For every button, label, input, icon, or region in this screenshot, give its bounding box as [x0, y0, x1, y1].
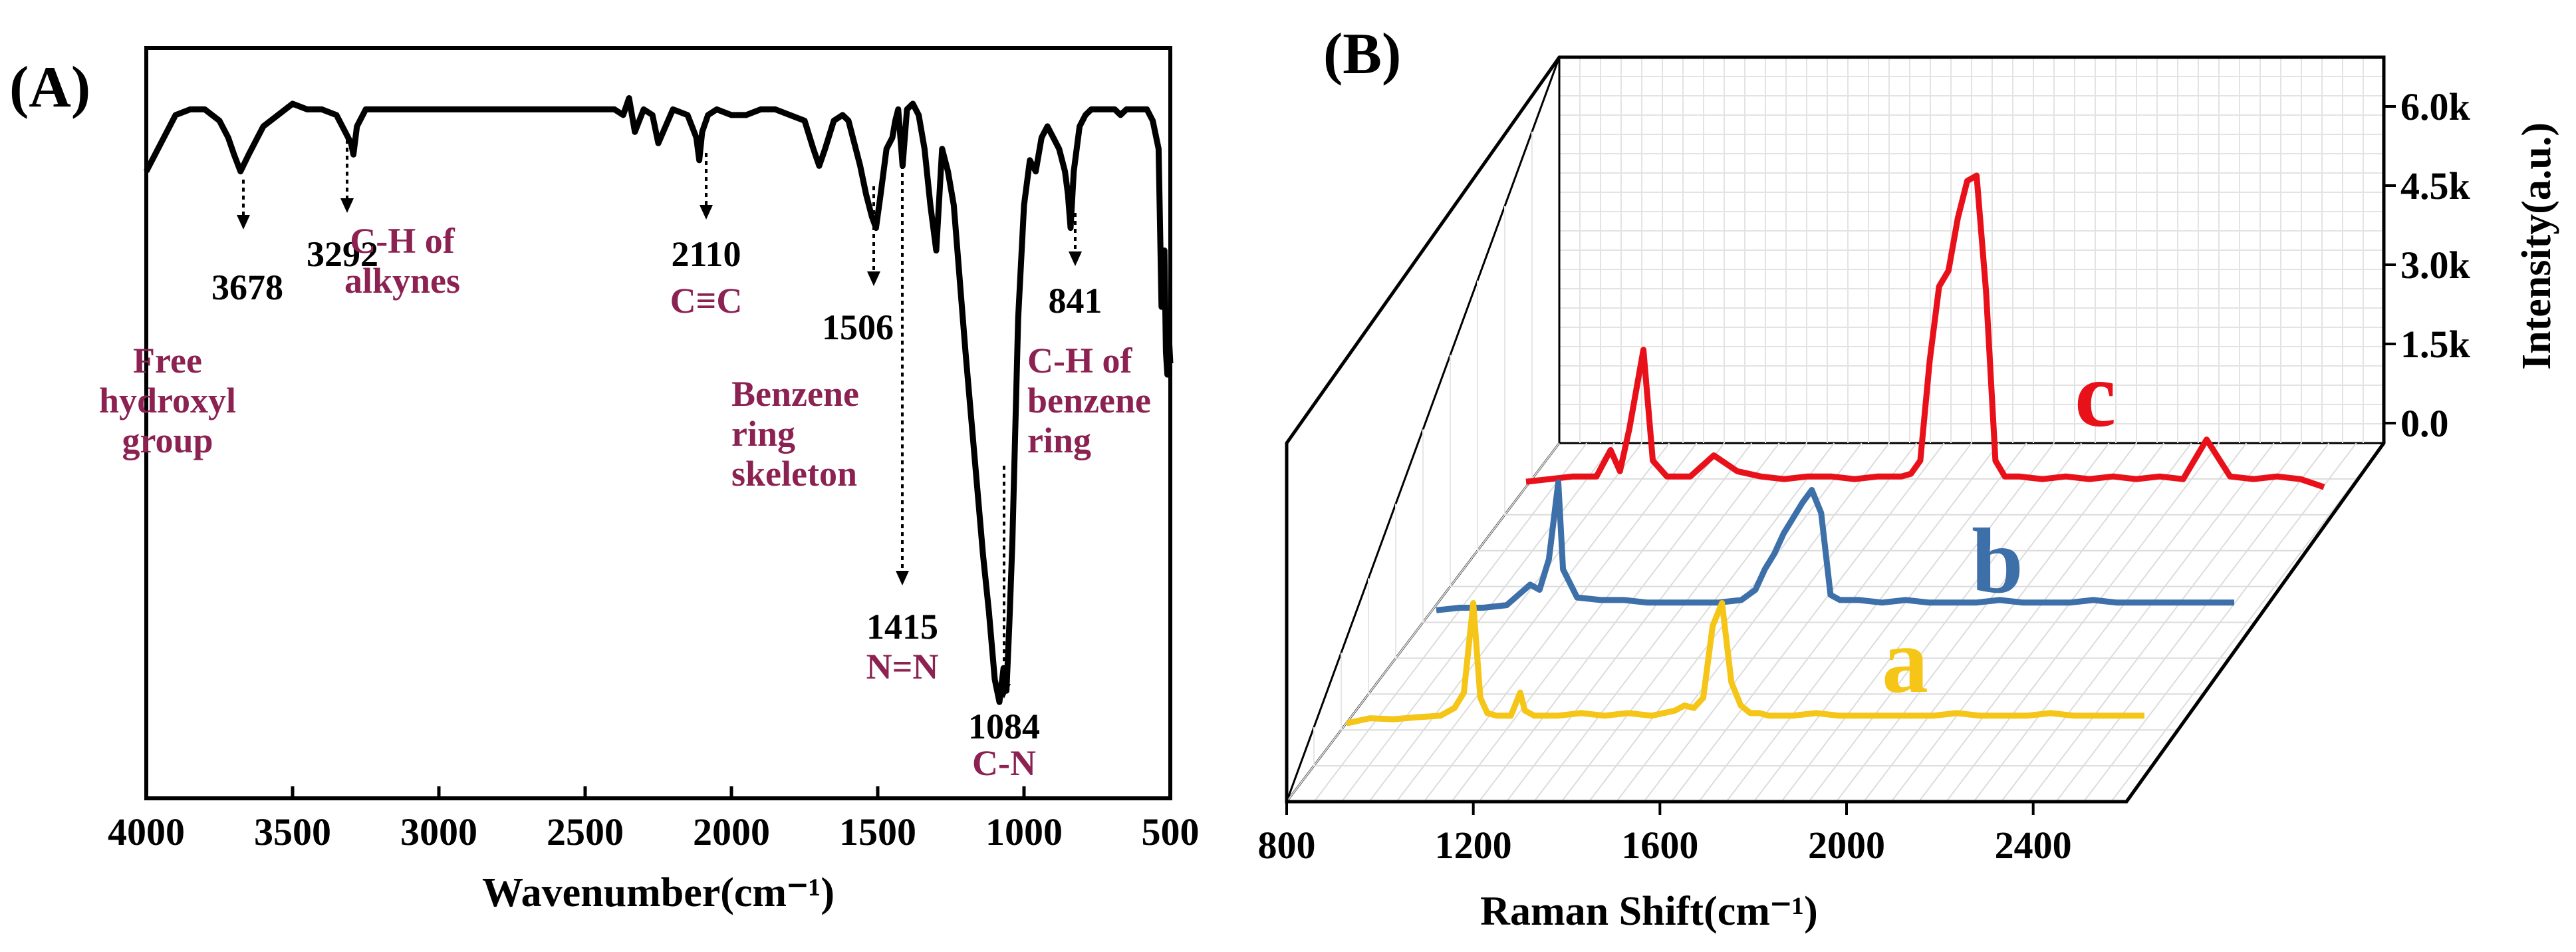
panel-b-y-tick-label: 6.0k: [2400, 85, 2471, 128]
series-c-label: c: [2075, 343, 2116, 446]
panel-b-x-axis-title: Raman Shift(cm⁻¹): [1480, 889, 1818, 934]
panel-a-x-ticks: 4000 3500 3000 2500 2000 1500 1000 500: [108, 786, 1200, 854]
panel-b-y-axis-title: Intensity(a.u.): [2514, 122, 2559, 370]
panel-b-y-tick-label: 0.0: [2400, 402, 2449, 445]
annotation-arrowhead: [700, 205, 713, 220]
panel-a-frame: [144, 46, 1172, 800]
panel-b-right-floor-edge: [2125, 442, 2386, 803]
panel-a-x-tick-label: 2500: [547, 810, 624, 854]
panel-a-x-axis-title: Wavenumber(cm⁻¹): [482, 870, 835, 915]
ftir-spectrum-line: [144, 95, 1174, 705]
panel-b-label: (B): [1323, 22, 1401, 86]
panel-a-x-tick-label: 1500: [839, 810, 916, 854]
peak-wavenumber-label: 1506: [822, 307, 894, 347]
panel-b-y-tick-label: 1.5k: [2400, 323, 2471, 366]
panel-b-y-tick-label: 3.0k: [2400, 243, 2471, 287]
series-a-label: a: [1882, 609, 1928, 713]
annotation-arrowhead: [867, 271, 880, 286]
panel-b-x-tick-label: 2400: [1995, 824, 2072, 867]
raman-series-a-line: [1346, 600, 2144, 726]
panel-a-x-tick-label: 4000: [108, 810, 185, 854]
annotation-arrowhead: [997, 684, 1011, 699]
panel-a-label: (A): [9, 55, 90, 120]
panel-b-floor-grid: [1286, 131, 2384, 802]
peak-assignment-label: C≡C: [670, 281, 743, 321]
annotation-arrowhead: [340, 198, 354, 213]
raman-series-b-line: [1436, 479, 2234, 613]
peak-wavenumber-label: 1084: [968, 707, 1040, 746]
panel-a-x-tick-label: 1000: [985, 810, 1063, 854]
annotation-arrowhead: [896, 571, 909, 585]
annotation-arrowhead: [237, 215, 250, 230]
panel-b-y-ticks: 0.0 1.5k 3.0k 4.5k 6.0k: [2384, 85, 2471, 445]
peak-assignment-label: C-N: [972, 743, 1036, 783]
panel-b-x-tick-label: 2000: [1808, 824, 1885, 867]
peak-wavenumber-label: 1415: [866, 607, 938, 647]
peak-wavenumber-label: 3678: [211, 267, 283, 307]
peak-assignment-label: Benzene ring skeleton: [731, 374, 859, 494]
raman-series-c-line: [1525, 172, 2325, 490]
annotation-arrowhead: [1069, 251, 1082, 266]
panel-a-x-tick-label: 3000: [400, 810, 477, 854]
panel-b-x-tick-label: 1200: [1435, 824, 1512, 867]
peak-assignment-label: C-H of alkynes: [344, 221, 460, 301]
peak-wavenumber-label: 2110: [671, 234, 741, 274]
panel-b-x-tick-label: 1600: [1621, 824, 1698, 867]
panel-b-x-tick-label: 800: [1258, 824, 1316, 867]
panel-b-y-tick-label: 4.5k: [2400, 164, 2471, 208]
panel-a-x-tick-label: 2000: [693, 810, 770, 854]
peak-assignment-label: N=N: [866, 647, 939, 687]
peak-wavenumber-label: 841: [1049, 281, 1102, 321]
panel-b-x-ticks: 800 1200 1600 2000 2400: [1258, 802, 2072, 867]
peak-wavenumber-label: 3292: [307, 234, 378, 274]
peak-assignment-label: Free hydroxyl group: [99, 341, 236, 460]
panel-a-x-tick-label: 3500: [254, 810, 331, 854]
panel-b-back-grid: [1559, 57, 2384, 443]
panel-a-x-tick-label: 500: [1142, 810, 1200, 854]
series-b-label: b: [1972, 510, 2023, 613]
peak-assignment-label: C-H of benzene ring: [1027, 341, 1151, 460]
